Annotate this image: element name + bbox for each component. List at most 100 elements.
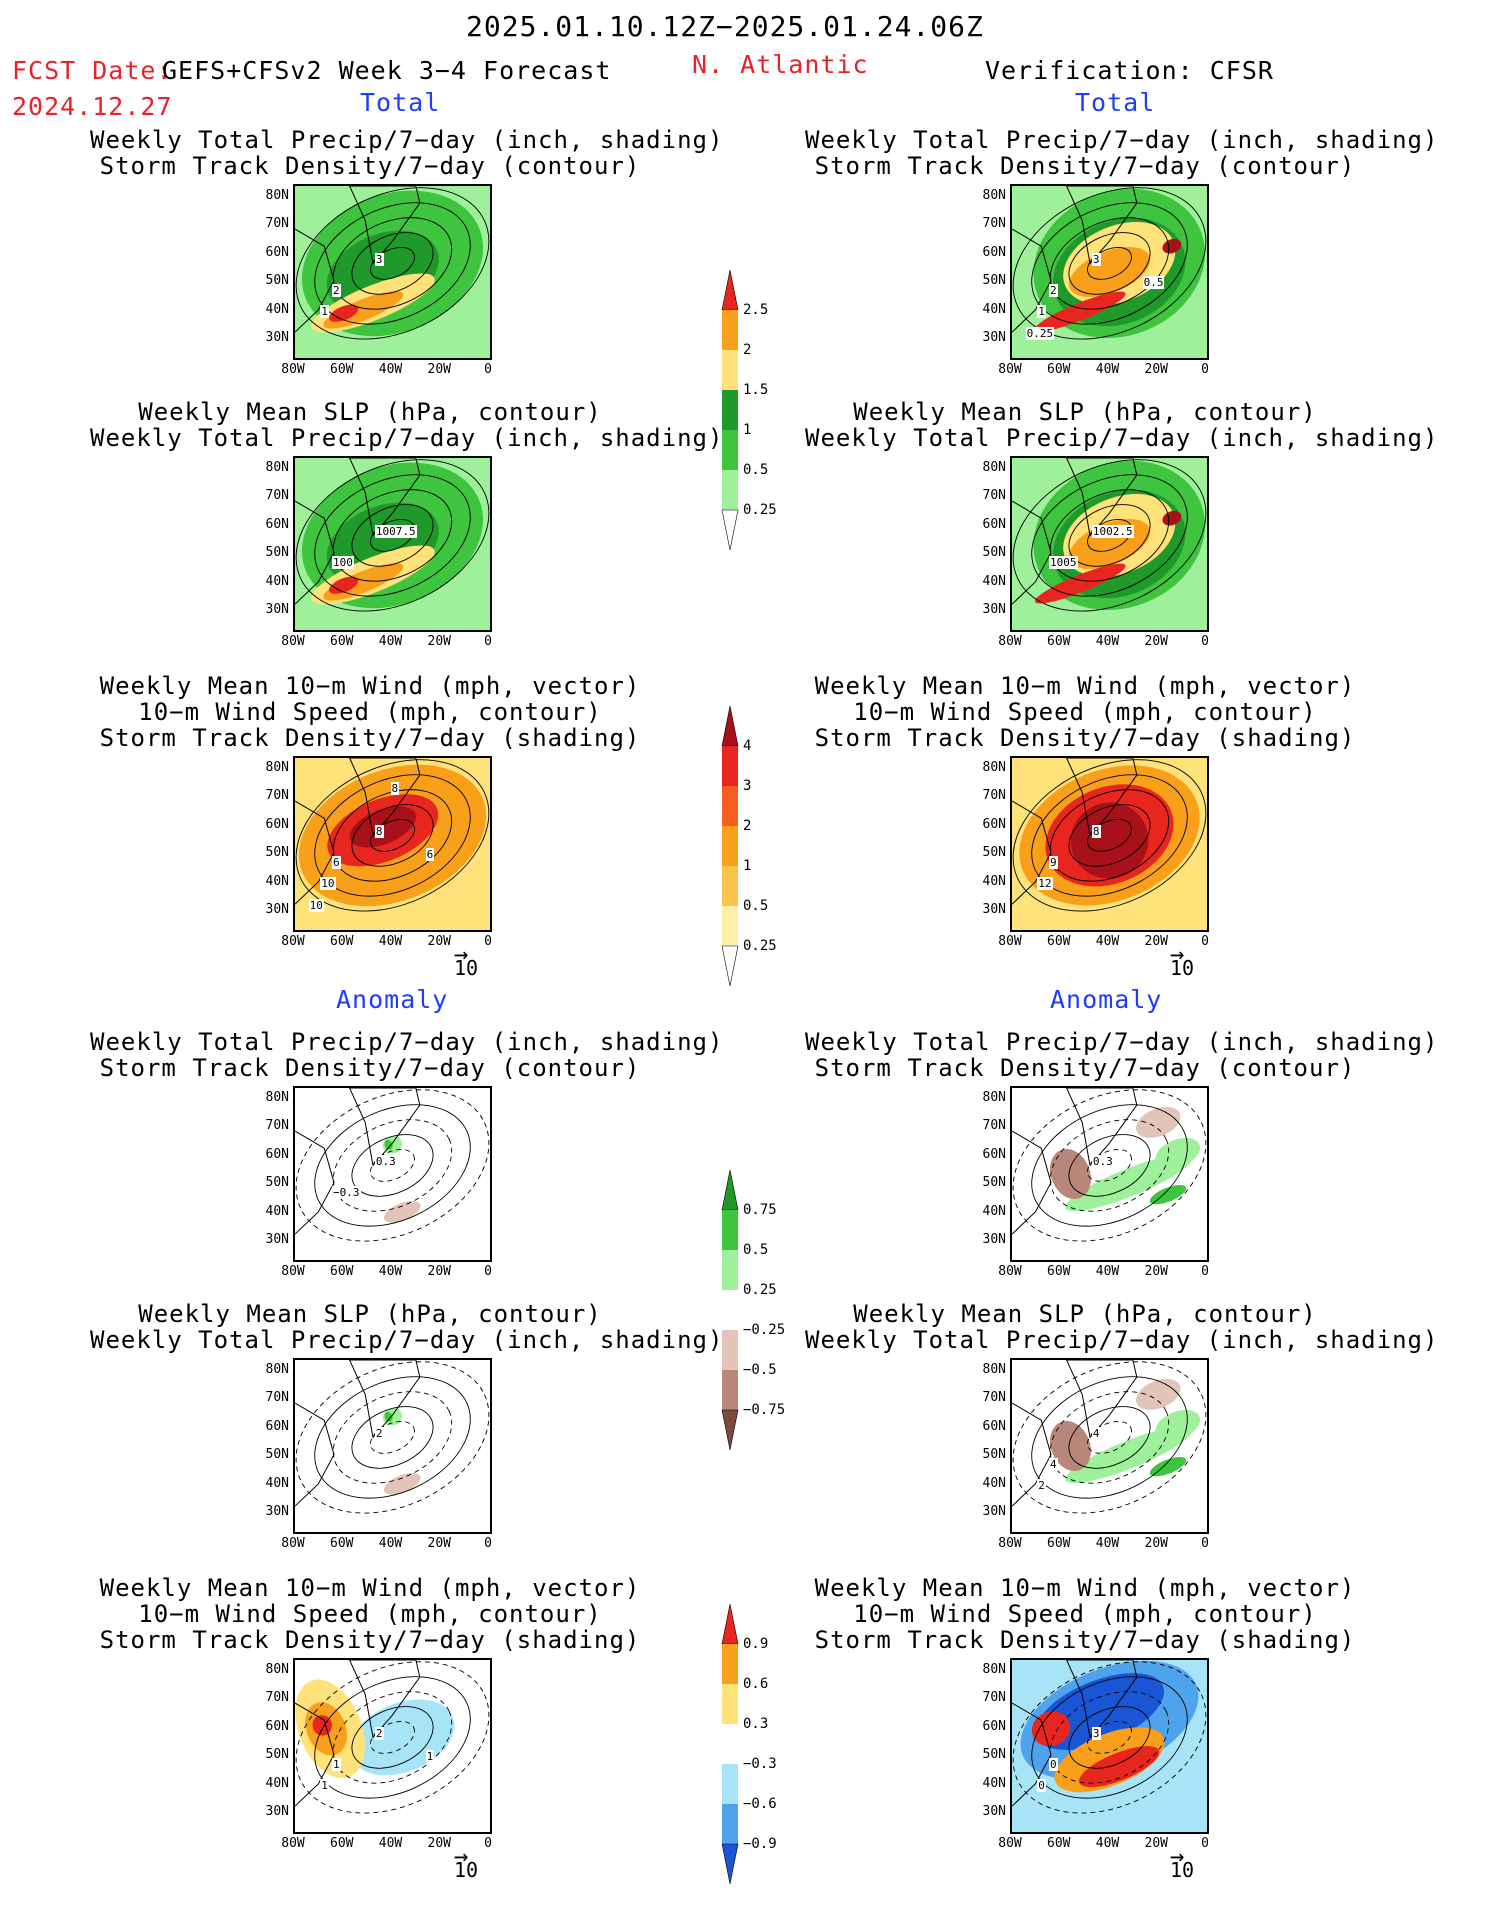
anom-left-wind-vector-ref: 10 — [454, 1858, 479, 1882]
anom-left-precip-lon-label: 40W — [378, 1264, 403, 1279]
total-left-wind-lat-label: 80N — [265, 760, 289, 776]
total-left-precip-lat-label: 30N — [265, 329, 289, 345]
total-right-wind-title-line: Storm Track Density/7−day (shading) — [814, 724, 1356, 752]
total-right-wind-lat-label: 70N — [982, 788, 1006, 804]
colorbar-precip-anomaly-label: 0.25 — [743, 1282, 777, 1298]
total-left-slp-lon-label: 60W — [330, 634, 354, 649]
total-right-slp-lat-label: 40N — [982, 573, 1006, 589]
total-right-slp-lon-label: 40W — [1095, 634, 1120, 649]
anom-right-wind-title-line: Weekly Mean 10−m Wind (mph, vector) — [814, 1574, 1356, 1602]
colorbar-precip-anomaly-label: 0.5 — [743, 1242, 769, 1258]
total-right-precip-lat-label: 60N — [982, 244, 1006, 260]
anom-left-wind-lon-label: 60W — [330, 1836, 354, 1851]
anom-right-wind-lat-label: 50N — [982, 1747, 1006, 1763]
colorbar-precip-anomaly-label: −0.5 — [743, 1362, 777, 1378]
anom-left-wind-contour-label: 2 — [374, 1727, 384, 1741]
anom-left-slp-lon-label: 20W — [427, 1536, 451, 1551]
anom-right-slp-contour-label: 4 — [1049, 1458, 1058, 1472]
anom-left-wind-contour-label: 1 — [320, 1779, 329, 1792]
total-right-wind-vector-arrow: → — [1170, 940, 1185, 968]
anom-left-wind-lon-label: 0 — [484, 1836, 492, 1851]
map-field — [1012, 758, 1207, 930]
fcst-date-label: FCST Date: — [12, 56, 173, 85]
anom-left-wind-vector-arrow: → — [454, 1842, 469, 1870]
anom-right-slp-lon-label: 60W — [1047, 1536, 1071, 1551]
total-right-precip-lon-label: 20W — [1144, 362, 1168, 377]
anom-left-wind-contour-label: 1 — [332, 1758, 341, 1772]
anom-left-precip-title-line: Weekly Total Precip/7−day (inch, shading… — [90, 1028, 724, 1056]
total-left-slp-lon-label: 20W — [427, 634, 451, 649]
total-right-slp-title-line: Weekly Mean SLP (hPa, contour) — [853, 398, 1317, 426]
anom-right-wind-contour-label: 3 — [1091, 1727, 1101, 1741]
total-right-slp-lon-label: 0 — [1201, 634, 1209, 649]
anom-left-precip-contour-label: 0.3 — [374, 1155, 397, 1169]
anom-left-precip-lat-label: 40N — [265, 1203, 289, 1219]
total-left-precip-lat-label: 60N — [265, 244, 289, 260]
anom-left-slp-lat-label: 70N — [265, 1390, 289, 1406]
anom-right-precip-lat-label: 70N — [982, 1118, 1006, 1134]
total-right-slp-lat-label: 30N — [982, 601, 1006, 617]
total-right-slp-lat-label: 70N — [982, 488, 1006, 504]
total-right-precip-lon-label: 40W — [1095, 362, 1120, 377]
section-total-left: Total — [360, 88, 441, 117]
total-left-wind-lon-label: 60W — [330, 934, 354, 949]
total-right-precip-contour-label: 0.5 — [1142, 275, 1165, 289]
total-right-precip-lat-label: 70N — [982, 216, 1006, 232]
map-field — [1012, 1088, 1207, 1260]
total-left-wind-contour-label: 6 — [332, 856, 341, 870]
colorbar-precip-total-label: 0.25 — [743, 502, 777, 518]
anom-left-wind-lon-label: 20W — [427, 1836, 451, 1851]
total-left-wind-lon-label: 20W — [427, 934, 451, 949]
anom-right-slp-lon-label: 80W — [998, 1536, 1022, 1551]
anom-left-precip-lat-label: 50N — [265, 1175, 289, 1191]
colorbar-precip-total-label: 0.5 — [743, 462, 769, 478]
total-left-wind-contour-label: 6 — [425, 847, 435, 861]
anom-left-wind-lat-label: 70N — [265, 1690, 289, 1706]
total-left-wind-title-line: Storm Track Density/7−day (shading) — [99, 724, 641, 752]
anom-left-precip-lat-label: 60N — [265, 1146, 289, 1162]
anom-left-wind-title-line: Storm Track Density/7−day (shading) — [99, 1626, 641, 1654]
total-right-slp-lat-label: 60N — [982, 516, 1006, 532]
colorbar-precip-anomaly-top-arrow — [721, 1170, 739, 1211]
anom-right-wind-map — [1010, 1658, 1209, 1834]
anom-right-precip-title-line: Weekly Total Precip/7−day (inch, shading… — [805, 1028, 1439, 1056]
anom-right-wind-title-line: 10−m Wind Speed (mph, contour) — [853, 1600, 1317, 1628]
total-left-slp-map — [293, 456, 492, 632]
total-left-wind-vector-arrow: → — [454, 940, 469, 968]
total-left-wind-lon-label: 0 — [484, 934, 492, 949]
colorbar-track-total-segment — [722, 866, 738, 906]
total-left-precip-contour-label: 1 — [320, 305, 329, 318]
colorbar-track-anomaly-label: 0.9 — [743, 1636, 769, 1652]
total-right-wind-title-line: Weekly Mean 10−m Wind (mph, vector) — [814, 672, 1356, 700]
total-left-wind-lat-label: 40N — [265, 873, 289, 889]
total-right-wind-lat-label: 50N — [982, 845, 1006, 861]
anom-right-precip-lat-label: 60N — [982, 1146, 1006, 1162]
map-field — [1012, 1360, 1207, 1532]
total-left-precip-lat-label: 70N — [265, 216, 289, 232]
colorbar-precip-total-segment — [722, 430, 738, 470]
anom-right-precip-lon-label: 60W — [1047, 1264, 1071, 1279]
total-left-wind-lat-label: 70N — [265, 788, 289, 804]
anom-right-slp-lat-label: 30N — [982, 1503, 1006, 1519]
anom-left-wind-lat-label: 80N — [265, 1662, 289, 1678]
anom-left-wind-lat-label: 30N — [265, 1803, 289, 1819]
anom-left-wind-lat-label: 60N — [265, 1718, 289, 1734]
anom-right-slp-title-line: Weekly Total Precip/7−day (inch, shading… — [805, 1326, 1439, 1354]
colorbar-precip-anomaly-segment — [722, 1330, 738, 1370]
total-left-wind-contour-label: 8 — [374, 825, 384, 839]
anom-left-wind-lat-label: 40N — [265, 1775, 289, 1791]
anom-left-slp-lat-label: 40N — [265, 1475, 289, 1491]
total-right-wind-lon-label: 40W — [1095, 934, 1120, 949]
anom-left-slp-title-line: Weekly Total Precip/7−day (inch, shading… — [90, 1326, 724, 1354]
colorbar-track-total-label: 3 — [743, 778, 752, 794]
anom-left-slp-contour-label: 2 — [374, 1427, 384, 1441]
colorbar-track-anomaly-top-arrow — [721, 1604, 739, 1645]
total-left-precip-contour-label: 3 — [374, 253, 384, 267]
anom-right-wind-lat-label: 30N — [982, 1803, 1006, 1819]
total-right-precip-lat-label: 80N — [982, 188, 1006, 204]
colorbar-track-anomaly-segment — [722, 1644, 738, 1684]
total-right-precip-title-line: Storm Track Density/7−day (contour) — [814, 152, 1356, 180]
total-left-slp-lat-label: 70N — [265, 488, 289, 504]
total-left-slp-title-line: Weekly Mean SLP (hPa, contour) — [138, 398, 602, 426]
anom-right-wind-lon-label: 60W — [1047, 1836, 1071, 1851]
